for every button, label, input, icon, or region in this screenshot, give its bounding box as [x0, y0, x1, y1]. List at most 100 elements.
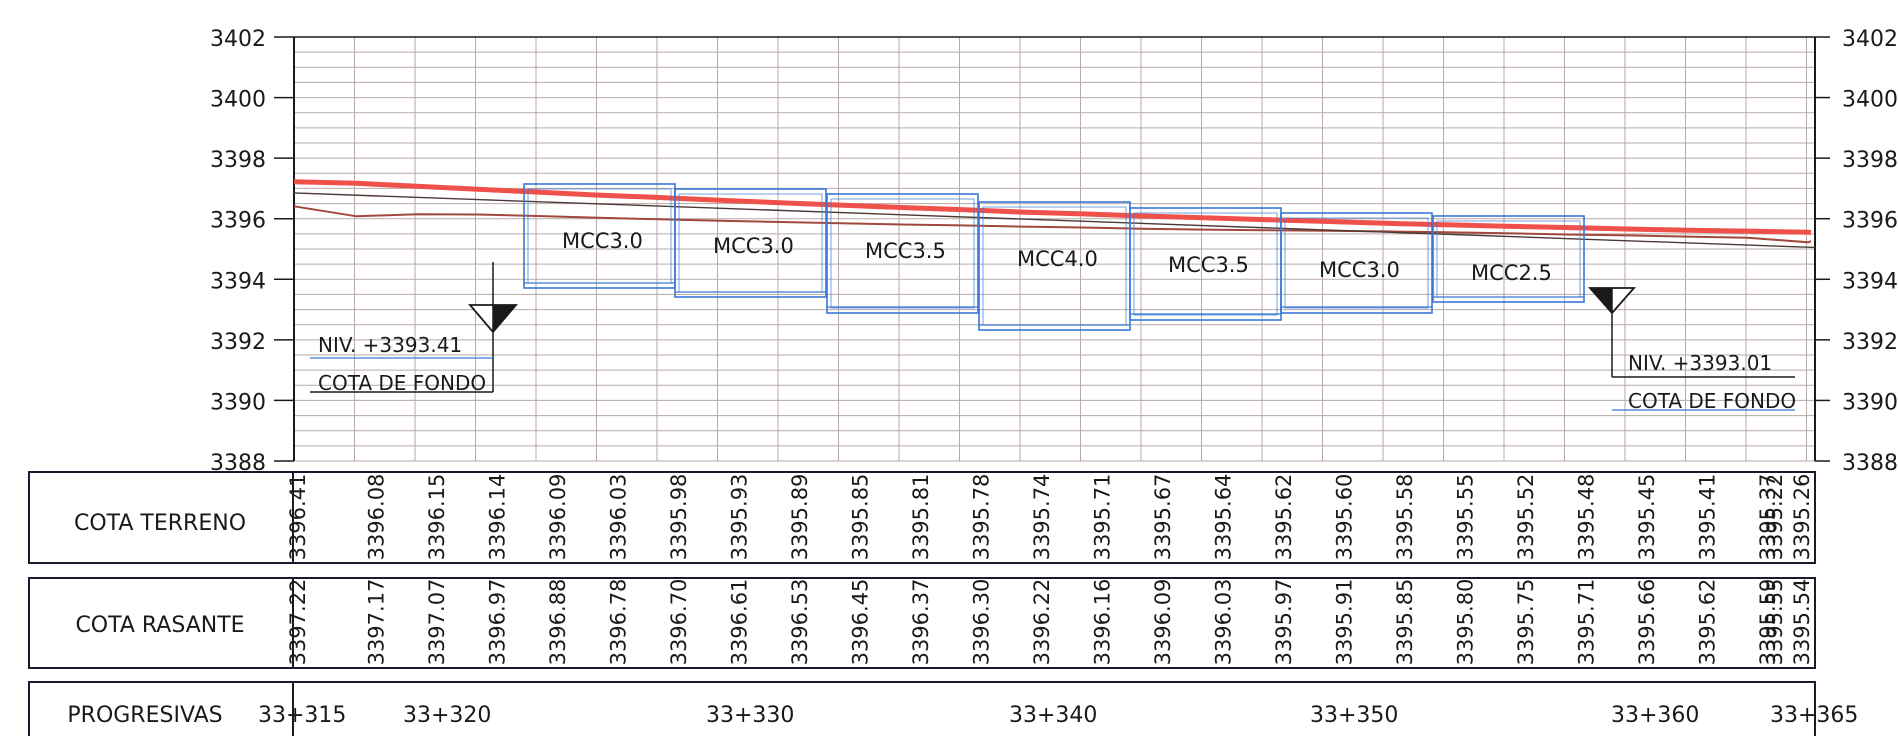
- structure-inner-box: [1133, 212, 1278, 316]
- terreno-value: 3395.89: [788, 474, 812, 561]
- rasante-value: 3396.22: [1030, 579, 1054, 666]
- level-triangle-fill: [493, 305, 516, 332]
- rasante-value: 3396.88: [546, 579, 570, 666]
- terreno-value: 3395.71: [1091, 474, 1115, 561]
- rasante-value: 3396.37: [909, 579, 933, 666]
- left-tick-label: 3396: [210, 209, 266, 234]
- rasante-value: 3396.78: [607, 579, 631, 666]
- level-desc-right: COTA DE FONDO: [1628, 389, 1796, 413]
- terreno-value: 3395.55: [1454, 474, 1478, 561]
- rasante-value: 3396.09: [1151, 579, 1175, 666]
- structure-label: MCC3.0: [1319, 258, 1400, 282]
- left-tick-label: 3394: [210, 269, 266, 294]
- terreno-value: 3395.45: [1635, 474, 1659, 561]
- rasante-value: 3395.55: [1763, 579, 1787, 666]
- terreno-value: 3396.03: [607, 474, 631, 561]
- rasante-value: 3395.71: [1575, 579, 1599, 666]
- rasante-value: 3395.59: [1756, 579, 1780, 666]
- level-niv-right: NIV. +3393.01: [1628, 351, 1772, 375]
- rasante-value: 3397.07: [425, 579, 449, 666]
- rasante-value: 3396.61: [728, 579, 752, 666]
- left-tick-label: 3400: [210, 88, 266, 113]
- rasante-value: 3395.91: [1333, 579, 1357, 666]
- rasante-value: 3395.75: [1514, 579, 1538, 666]
- terreno-value: 3396.08: [365, 474, 389, 561]
- level-desc-left: COTA DE FONDO: [318, 371, 486, 395]
- terreno-value: 3395.62: [1272, 474, 1296, 561]
- structure-inner-box: [830, 198, 975, 309]
- terreno-label: COTA TERRENO: [74, 511, 246, 536]
- rasante-value: 3395.85: [1393, 579, 1417, 666]
- progresiva-label: 33+315: [258, 703, 346, 728]
- structure-label: MCC3.5: [865, 239, 946, 263]
- right-tick-label: 3398: [1842, 148, 1898, 173]
- rasante-value: 3397.22: [286, 579, 310, 666]
- structure-label: MCC3.0: [562, 229, 643, 253]
- rasante-value: 3396.70: [667, 579, 691, 666]
- progresivas-values-cell: [292, 681, 1816, 736]
- right-tick-label: 3390: [1842, 390, 1898, 415]
- progresiva-label: 33+350: [1310, 703, 1398, 728]
- terreno-value: 3395.93: [728, 474, 752, 561]
- left-tick-label: 3392: [210, 330, 266, 355]
- right-tick-label: 3388: [1842, 451, 1898, 476]
- right-tick-label: 3396: [1842, 209, 1898, 234]
- progresiva-label: 33+340: [1009, 703, 1097, 728]
- terreno-value: 3395.58: [1393, 474, 1417, 561]
- terreno-value: 3396.41: [286, 474, 310, 561]
- rasante-value: 3396.97: [486, 579, 510, 666]
- rasante-line: [293, 179, 1812, 236]
- rasante-value: 3396.45: [849, 579, 873, 666]
- terreno-value: 3395.41: [1696, 474, 1720, 561]
- terreno-value: 3395.22: [1763, 474, 1787, 561]
- terreno-value: 3395.85: [849, 474, 873, 561]
- left-tick-label: 3402: [210, 27, 266, 52]
- rasante-value: 3397.17: [365, 579, 389, 666]
- profile-lines: [293, 179, 1816, 249]
- terreno-value: 3395.26: [1790, 474, 1814, 561]
- progresiva-label: 33+360: [1611, 703, 1699, 728]
- terreno-value: 3396.14: [486, 474, 510, 561]
- terreno-value: 3395.98: [667, 474, 691, 561]
- terreno-values-cell: [292, 471, 1816, 564]
- structure-label: MCC2.5: [1471, 261, 1552, 285]
- level-marks: NIV. +3393.41 COTA DE FONDO NIV. +3393.01 C…: [310, 262, 1796, 413]
- structure-label: MCC3.0: [713, 234, 794, 258]
- rasante-value: 3396.30: [970, 579, 994, 666]
- terrain-line: [293, 205, 1812, 244]
- rasante-values-cell: [292, 577, 1816, 669]
- terreno-value: 3395.48: [1575, 474, 1599, 561]
- terreno-value: 3395.67: [1151, 474, 1175, 561]
- structure-box: [826, 193, 979, 314]
- right-tick-label: 3394: [1842, 269, 1898, 294]
- right-elevation-axis: 3402 3400 3398 3396 3394 3392 3390 3388: [1815, 27, 1898, 476]
- right-tick-label: 3392: [1842, 330, 1898, 355]
- progresiva-label: 33+365: [1770, 703, 1858, 728]
- terreno-value: 3396.15: [425, 474, 449, 561]
- level-triangle-fill: [1590, 288, 1612, 313]
- rasante-value: 3396.16: [1091, 579, 1115, 666]
- data-table: COTA TERRENO COTA RASANTE PROGRESIVAS 3396.…: [28, 471, 1858, 736]
- terreno-value: 3395.60: [1333, 474, 1357, 561]
- right-tick-label: 3402: [1842, 27, 1898, 52]
- rasante-value: 3396.03: [1212, 579, 1236, 666]
- structure-box: [1280, 212, 1433, 314]
- progresivas-label: PROGRESIVAS: [67, 703, 222, 728]
- terreno-value: 3395.78: [970, 474, 994, 561]
- level-niv-left: NIV. +3393.41: [318, 333, 462, 357]
- right-tick-label: 3400: [1842, 88, 1898, 113]
- terreno-value: 3395.81: [909, 474, 933, 561]
- progresiva-label: 33+320: [403, 703, 491, 728]
- structure-inner-box: [1284, 217, 1429, 309]
- terreno-value: 3395.74: [1030, 474, 1054, 561]
- terreno-value: 3396.09: [546, 474, 570, 561]
- rasante-value: 3395.80: [1454, 579, 1478, 666]
- structure-box: [1432, 215, 1585, 303]
- rasante-value: 3395.62: [1696, 579, 1720, 666]
- structure-label: MCC4.0: [1017, 247, 1098, 271]
- structure-label: MCC3.5: [1168, 253, 1249, 277]
- structure-boxes: MCC3.0 MCC3.0 MCC3.5 MCC4.0 MCC3.5 MCC3.0 MCC2…: [523, 183, 1585, 331]
- structure-box: [674, 188, 827, 298]
- left-tick-label: 3398: [210, 148, 266, 173]
